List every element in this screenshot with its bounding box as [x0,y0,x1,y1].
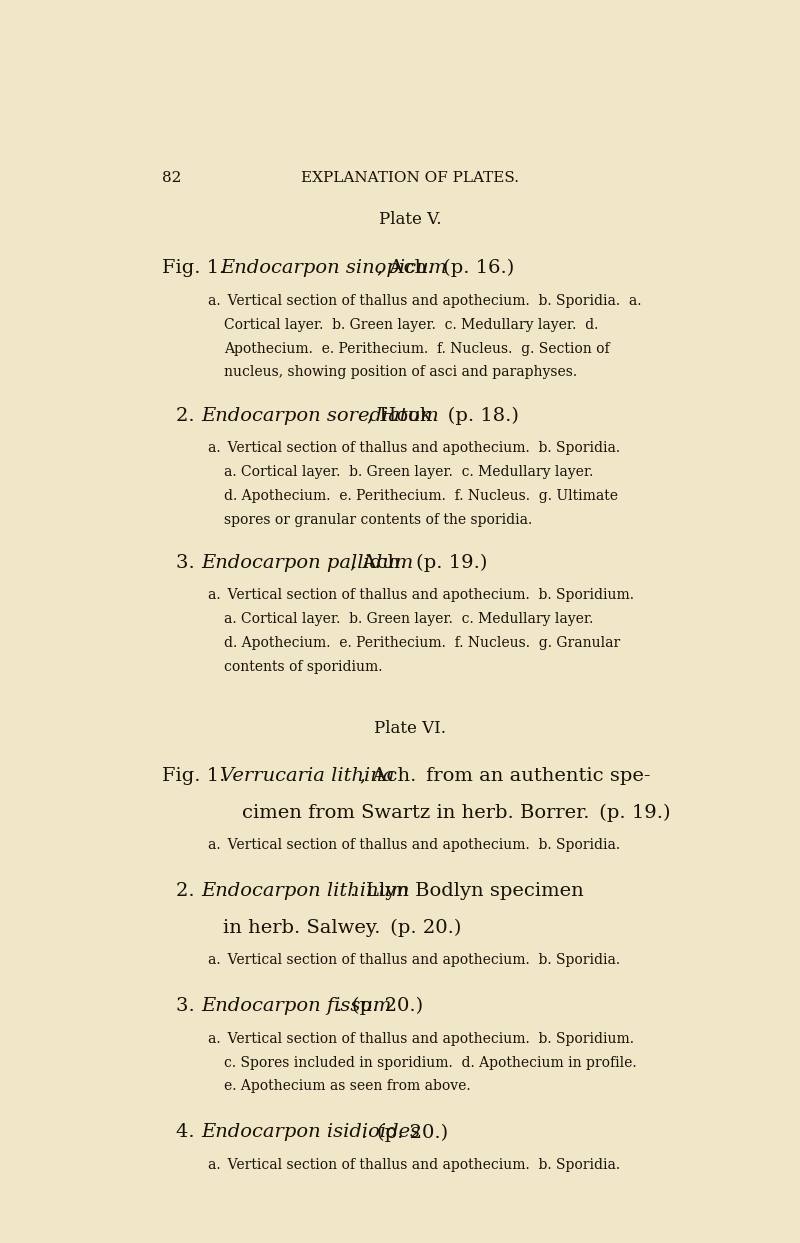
Text: a. Vertical section of thallus and apothecium.  b. Sporidium.: a. Vertical section of thallus and apoth… [209,588,634,603]
Text: Fig. 1.: Fig. 1. [162,260,235,277]
Text: 3.: 3. [176,997,204,1016]
Text: a. Cortical layer.  b. Green layer.  c. Medullary layer.: a. Cortical layer. b. Green layer. c. Me… [224,465,594,479]
Text: , Ach. from an authentic spe-: , Ach. from an authentic spe- [360,767,650,786]
Text: d. Apothecium.  e. Perithecium.  f. Nucleus.  g. Granular: d. Apothecium. e. Perithecium. f. Nucleu… [224,636,620,650]
Text: a. Vertical section of thallus and apothecium.  b. Sporidia.: a. Vertical section of thallus and apoth… [209,838,621,853]
Text: 4.: 4. [176,1124,204,1141]
Text: Apothecium.  e. Perithecium.  f. Nucleus.  g. Section of: Apothecium. e. Perithecium. f. Nucleus. … [224,342,610,355]
Text: Plate VI.: Plate VI. [374,720,446,737]
Text: a. Vertical section of thallus and apothecium.  b. Sporidia.: a. Vertical section of thallus and apoth… [209,1158,621,1172]
Text: d. Apothecium.  e. Perithecium.  f. Nucleus.  g. Ultimate: d. Apothecium. e. Perithecium. f. Nucleu… [224,488,618,503]
Text: Endocarpon sinopicum: Endocarpon sinopicum [220,260,447,277]
Text: 2.: 2. [176,406,204,425]
Text: spores or granular contents of the sporidia.: spores or granular contents of the spori… [224,513,532,527]
Text: Endocarpon isidioides: Endocarpon isidioides [201,1124,420,1141]
Text: Fig. 1.: Fig. 1. [162,767,235,786]
Text: . (p. 20.): . (p. 20.) [361,1124,448,1142]
Text: a. Vertical section of thallus and apothecium.  b. Sporidia.: a. Vertical section of thallus and apoth… [209,441,621,455]
Text: a. Vertical section of thallus and apothecium.  b. Sporidia.  a.: a. Vertical section of thallus and apoth… [209,293,642,308]
Text: cimen from Swartz in herb. Borrer. (p. 19.): cimen from Swartz in herb. Borrer. (p. 1… [242,804,670,822]
Text: , Ach. (p. 19.): , Ach. (p. 19.) [350,554,487,572]
Text: . Llyn Bodlyn specimen: . Llyn Bodlyn specimen [350,883,584,900]
Text: 2.: 2. [176,883,204,900]
Text: 3.: 3. [176,554,204,572]
Text: Endocarpon lithinum: Endocarpon lithinum [201,883,410,900]
Text: a. Cortical layer.  b. Green layer.  c. Medullary layer.: a. Cortical layer. b. Green layer. c. Me… [224,613,594,626]
Text: Endocarpon sorediatum: Endocarpon sorediatum [201,406,439,425]
Text: e. Apothecium as seen from above.: e. Apothecium as seen from above. [224,1079,470,1094]
Text: Plate V.: Plate V. [378,211,442,229]
Text: nucleus, showing position of asci and paraphyses.: nucleus, showing position of asci and pa… [224,365,577,379]
Text: a. Vertical section of thallus and apothecium.  b. Sporidia.: a. Vertical section of thallus and apoth… [209,953,621,967]
Text: EXPLANATION OF PLATES.: EXPLANATION OF PLATES. [301,172,519,185]
Text: Cortical layer.  b. Green layer.  c. Medullary layer.  d.: Cortical layer. b. Green layer. c. Medul… [224,318,598,332]
Text: 82: 82 [162,172,182,185]
Text: , Ach. (p. 16.): , Ach. (p. 16.) [377,260,514,277]
Text: Endocarpon fissum: Endocarpon fissum [201,997,391,1016]
Text: Endocarpon pallidum: Endocarpon pallidum [201,554,414,572]
Text: a. Vertical section of thallus and apothecium.  b. Sporidium.: a. Vertical section of thallus and apoth… [209,1032,634,1045]
Text: c. Spores included in sporidium.  d. Apothecium in profile.: c. Spores included in sporidium. d. Apot… [224,1055,637,1069]
Text: , Hook. (p. 18.): , Hook. (p. 18.) [367,406,519,425]
Text: . (p. 20.): . (p. 20.) [336,997,423,1016]
Text: Verrucaria lithina: Verrucaria lithina [220,767,394,786]
Text: in herb. Salwey. (p. 20.): in herb. Salwey. (p. 20.) [222,919,461,937]
Text: contents of sporidium.: contents of sporidium. [224,660,382,674]
